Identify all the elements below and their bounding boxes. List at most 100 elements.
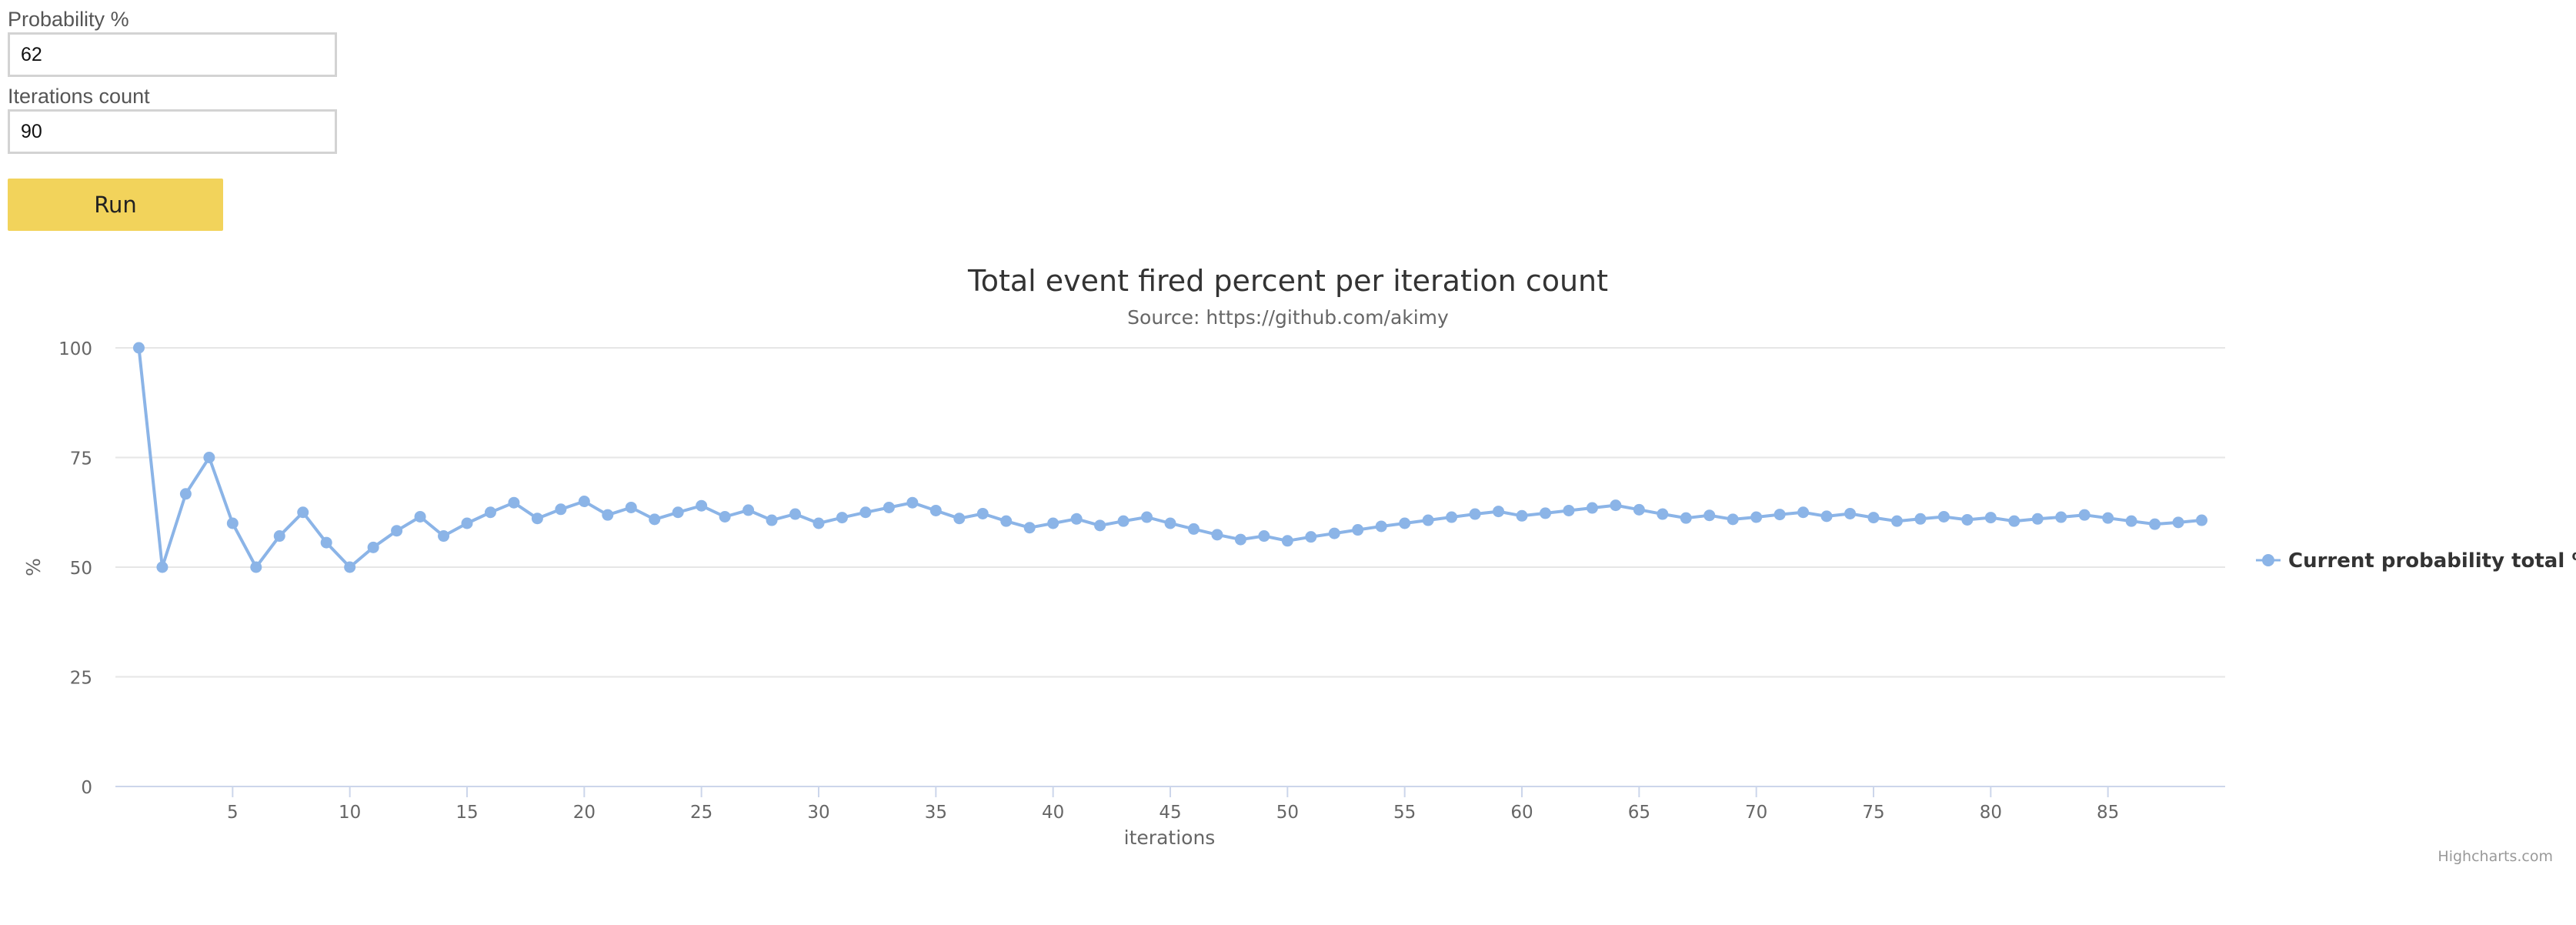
data-point[interactable] <box>250 561 262 573</box>
data-point[interactable] <box>1657 508 1669 520</box>
data-point[interactable] <box>1867 512 1880 524</box>
data-point[interactable] <box>438 530 450 543</box>
data-point[interactable] <box>1727 513 1739 526</box>
data-point[interactable] <box>1023 522 1036 534</box>
data-point[interactable] <box>625 501 637 513</box>
data-point[interactable] <box>1493 506 1505 518</box>
data-point[interactable] <box>2149 518 2161 530</box>
data-point[interactable] <box>1890 515 1903 527</box>
data-point[interactable] <box>649 513 661 526</box>
data-point[interactable] <box>1797 506 1810 519</box>
credits-link[interactable]: Highcharts.com <box>2438 848 2553 865</box>
data-point[interactable] <box>578 496 590 507</box>
data-point[interactable] <box>1844 507 1857 519</box>
data-point[interactable] <box>1141 511 1153 523</box>
data-point[interactable] <box>719 510 731 523</box>
data-point[interactable] <box>953 513 966 525</box>
data-point[interactable] <box>156 561 169 573</box>
legend-item-label[interactable]: Current probability total % <box>2288 549 2576 573</box>
data-point[interactable] <box>1469 508 1481 520</box>
data-point[interactable] <box>508 496 520 509</box>
data-point[interactable] <box>929 504 942 516</box>
data-point[interactable] <box>391 525 403 537</box>
data-point[interactable] <box>742 504 755 516</box>
data-point[interactable] <box>1750 511 1763 523</box>
data-point[interactable] <box>2078 509 2090 521</box>
legend[interactable]: Current probability total % <box>2256 549 2576 573</box>
probability-input[interactable] <box>8 32 337 77</box>
data-point[interactable] <box>344 561 356 573</box>
data-point[interactable] <box>2125 515 2137 527</box>
data-point[interactable] <box>226 517 239 529</box>
data-point[interactable] <box>2055 511 2067 523</box>
data-point[interactable] <box>1234 533 1246 546</box>
data-point[interactable] <box>1328 527 1340 539</box>
data-point[interactable] <box>1961 513 1974 526</box>
data-point[interactable] <box>906 496 919 509</box>
data-point[interactable] <box>1820 510 1833 523</box>
iterations-input[interactable] <box>8 109 337 154</box>
data-point[interactable] <box>1539 507 1551 519</box>
data-point[interactable] <box>1117 515 1130 527</box>
data-point[interactable] <box>1774 509 1786 521</box>
data-point[interactable] <box>414 510 426 523</box>
data-point[interactable] <box>1047 517 1059 529</box>
data-point[interactable] <box>696 499 708 512</box>
data-point[interactable] <box>1164 517 1176 529</box>
data-point[interactable] <box>1070 513 1083 525</box>
data-point[interactable] <box>1000 515 1013 527</box>
data-point[interactable] <box>1633 503 1645 516</box>
data-point[interactable] <box>1352 524 1364 536</box>
data-point[interactable] <box>836 512 848 524</box>
data-point[interactable] <box>1586 502 1598 514</box>
data-point[interactable] <box>789 508 802 520</box>
data-point[interactable] <box>531 513 543 525</box>
data-point[interactable] <box>1399 517 1411 529</box>
data-point[interactable] <box>1211 529 1223 541</box>
data-point[interactable] <box>1375 520 1387 533</box>
data-point[interactable] <box>297 506 309 519</box>
x-tick-label: 25 <box>690 803 712 823</box>
data-point[interactable] <box>132 342 145 354</box>
y-tick-label: 25 <box>70 669 92 689</box>
data-point[interactable] <box>484 506 496 519</box>
data-point[interactable] <box>1680 512 1692 524</box>
data-point[interactable] <box>1563 504 1575 516</box>
data-point[interactable] <box>883 501 895 513</box>
data-point[interactable] <box>1281 535 1293 547</box>
x-tick-label: 5 <box>227 803 239 823</box>
run-button[interactable]: Run <box>8 179 223 231</box>
x-tick-label: 45 <box>1159 803 1181 823</box>
data-point[interactable] <box>1984 512 1997 524</box>
data-point[interactable] <box>766 514 778 526</box>
data-point[interactable] <box>602 509 614 521</box>
data-point[interactable] <box>1422 514 1434 526</box>
data-point[interactable] <box>555 503 567 516</box>
data-point[interactable] <box>2008 515 2020 527</box>
data-point[interactable] <box>2031 513 2044 525</box>
data-point[interactable] <box>813 517 825 529</box>
data-point[interactable] <box>320 536 332 549</box>
data-point[interactable] <box>203 452 215 463</box>
data-point[interactable] <box>2172 516 2184 529</box>
data-point[interactable] <box>461 517 473 529</box>
data-point[interactable] <box>1703 509 1716 522</box>
data-point[interactable] <box>976 507 989 519</box>
data-point[interactable] <box>1258 530 1270 543</box>
data-point[interactable] <box>859 506 872 519</box>
x-tick-label: 85 <box>2097 803 2119 823</box>
data-point[interactable] <box>1305 531 1317 543</box>
data-point[interactable] <box>367 541 379 553</box>
data-point[interactable] <box>273 530 285 543</box>
data-point[interactable] <box>1516 509 1528 522</box>
data-point[interactable] <box>1610 499 1622 512</box>
data-point[interactable] <box>179 488 192 500</box>
data-point[interactable] <box>2196 514 2208 526</box>
data-point[interactable] <box>1937 510 1950 523</box>
data-point[interactable] <box>2102 512 2114 524</box>
data-point[interactable] <box>1446 511 1458 523</box>
data-point[interactable] <box>1187 523 1200 535</box>
data-point[interactable] <box>1914 513 1927 525</box>
data-point[interactable] <box>672 506 684 519</box>
data-point[interactable] <box>1094 519 1106 532</box>
